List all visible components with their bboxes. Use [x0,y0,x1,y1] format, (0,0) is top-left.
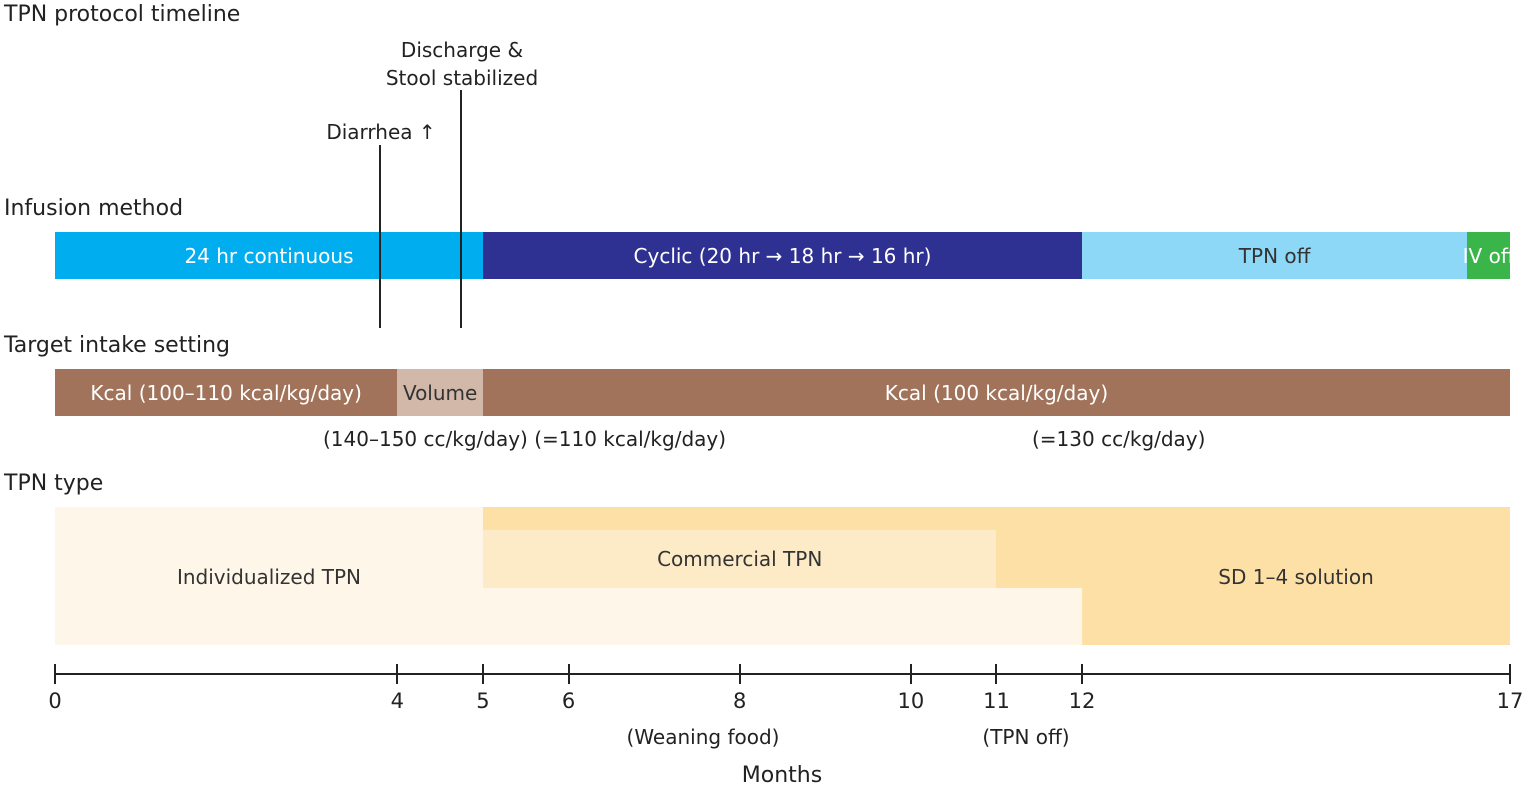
discharge-event-line [460,90,462,328]
target-intake-title: Target intake setting [4,333,230,358]
kcal-note: (=130 cc/kg/day) [1032,427,1206,451]
individualized-tpn-label: Individualized TPN [176,565,361,589]
axis-title: Months [741,763,823,788]
axis-tick [567,664,570,684]
axis-tick-label: 6 [561,689,576,713]
axis-tick [481,664,484,684]
axis-tick [1081,664,1084,684]
axis-tick-label: 5 [476,689,490,713]
axis-line [54,673,1510,675]
infusion-segment-3: IV off [1463,232,1515,279]
discharge-line-2: Stool stabilized [385,66,539,90]
page-title: TPN protocol timeline [4,2,241,27]
intake-segment-2: Kcal (100 kcal/kg/day) [482,369,1510,416]
volume-note: (140–150 cc/kg/day) (=110 kcal/kg/day) [323,427,727,451]
axis-tick [738,664,741,684]
axis-tick [396,664,399,684]
diarrhea-event-line [379,145,381,328]
weaning-food-note: (Weaning food) [626,725,780,749]
individualized-tpn-extension [482,588,1083,645]
infusion-segment-0: 24 hr continuous [55,232,483,279]
diarrhea-event-label: Diarrhea ↑ [326,120,436,144]
discharge-line-1: Discharge & [400,38,524,62]
axis-tick-label: 11 [983,689,1010,713]
axis-tick-label: 17 [1496,689,1524,713]
tpn-off-note: (TPN off) [982,725,1070,749]
tpn-type-title: TPN type [4,471,104,496]
discharge-event-label: Discharge & Stool stabilized [382,36,542,92]
axis-tick [995,664,998,684]
axis-tick-label: 8 [733,689,747,713]
intake-segment-0: Kcal (100–110 kcal/kg/day) [55,369,398,416]
infusion-segment-2: TPN off [1082,232,1468,279]
sd-solution-label: SD 1–4 solution [1218,565,1374,589]
axis-tick [1509,664,1511,684]
commercial-tpn-label: Commercial TPN [657,547,823,571]
infusion-method-title: Infusion method [4,196,184,221]
axis-tick [909,664,912,684]
individualized-tpn-block [55,507,483,645]
axis-tick-label: 0 [48,689,62,713]
axis-tick-label: 12 [1068,689,1096,713]
intake-segment-1: Volume [397,369,483,416]
axis-tick-label: 4 [390,689,405,713]
infusion-segment-1: Cyclic (20 hr → 18 hr → 16 hr) [482,232,1083,279]
commercial-tpn-block [482,530,997,588]
axis-tick [54,664,56,684]
axis-tick-label: 10 [897,689,925,713]
